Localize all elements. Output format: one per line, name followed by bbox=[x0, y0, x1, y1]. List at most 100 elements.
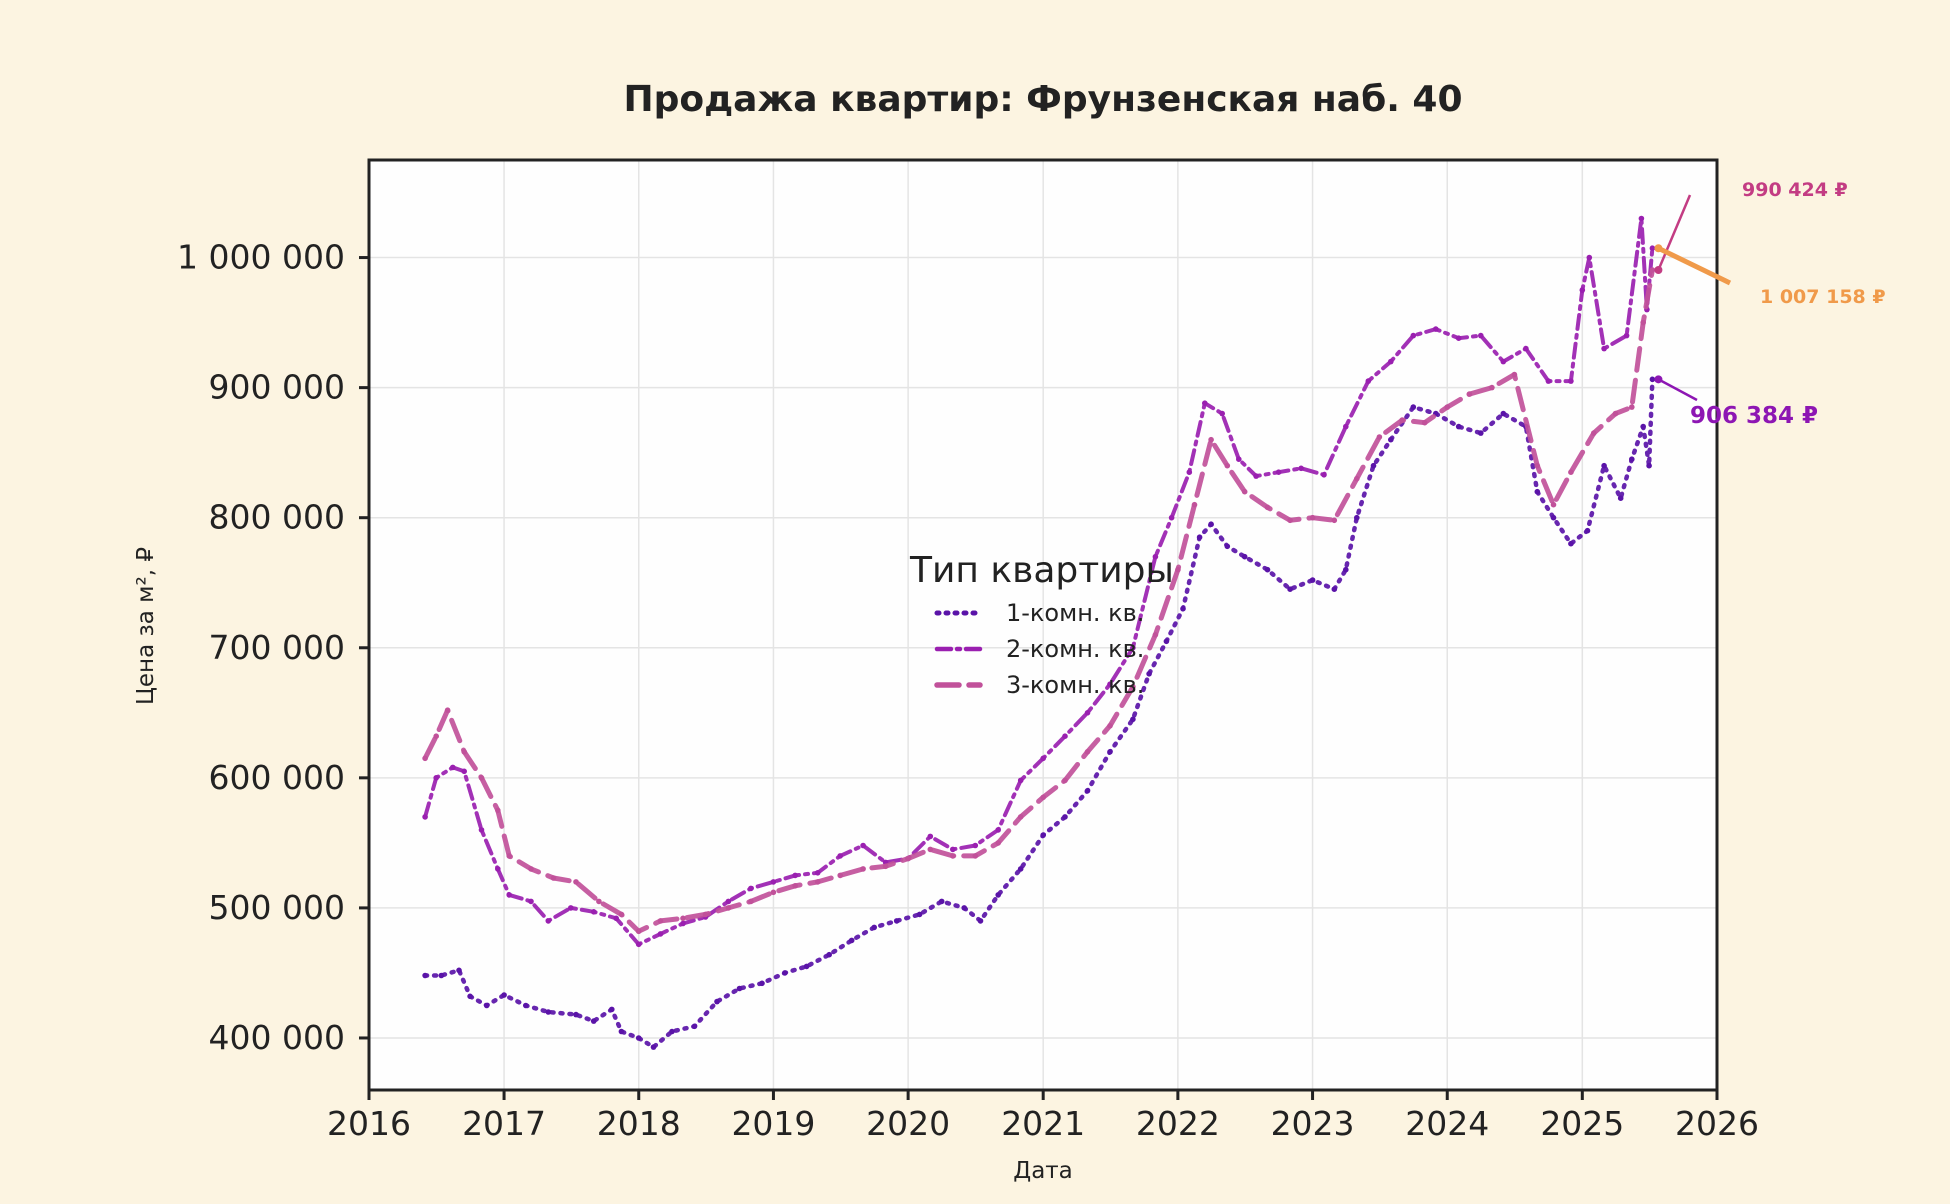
series-1-point bbox=[650, 1044, 657, 1050]
series-2-point bbox=[1500, 358, 1507, 365]
series-1-point bbox=[1534, 488, 1541, 495]
series-3-point bbox=[657, 918, 664, 924]
series-1-point bbox=[1163, 638, 1170, 645]
series-3-point bbox=[1062, 777, 1068, 784]
series-2-point bbox=[1523, 345, 1529, 352]
series-2-point bbox=[450, 764, 456, 771]
series-3-point bbox=[495, 807, 501, 814]
series-layer bbox=[422, 215, 1656, 1050]
series-3-point bbox=[882, 863, 889, 870]
series-2-point bbox=[1062, 733, 1068, 739]
series-2-point bbox=[1275, 469, 1282, 476]
series-1-point bbox=[456, 967, 462, 974]
series-3-point bbox=[444, 707, 451, 713]
series-2-point bbox=[1410, 332, 1417, 339]
series-1-point bbox=[1584, 527, 1591, 534]
series-3-point bbox=[792, 883, 798, 889]
series-3-point bbox=[1421, 419, 1428, 426]
series-3-point bbox=[1568, 469, 1574, 476]
series-3-point bbox=[550, 875, 557, 881]
series-2-point bbox=[1568, 378, 1574, 384]
series-3-point bbox=[618, 911, 625, 918]
series-1-point bbox=[467, 993, 473, 1000]
series-2-point bbox=[1623, 332, 1630, 339]
series-2-point bbox=[1433, 326, 1439, 332]
y-tick-label: 400 000 bbox=[209, 1018, 345, 1057]
series-1-point bbox=[1343, 566, 1349, 573]
x-tick-label: 2026 bbox=[1675, 1104, 1759, 1143]
series-1-point bbox=[736, 985, 743, 992]
series-1-point bbox=[1601, 462, 1607, 469]
series-2-point bbox=[495, 866, 501, 872]
series-3-point bbox=[702, 911, 709, 918]
series-3-point bbox=[1354, 475, 1360, 482]
series-2-point bbox=[635, 941, 642, 948]
series-3-point bbox=[1640, 319, 1646, 326]
series-3-point bbox=[1107, 723, 1113, 729]
series-3-point bbox=[573, 879, 579, 885]
annotation-arrowhead-1 bbox=[1654, 266, 1663, 275]
series-3-point bbox=[860, 866, 866, 872]
series-3-point bbox=[1287, 517, 1293, 524]
series-2-point bbox=[528, 898, 534, 905]
chart-title: Продажа квартир: Фрунзенская наб. 40 bbox=[623, 79, 1462, 120]
series-1-point bbox=[1354, 514, 1360, 521]
series-2-point bbox=[1601, 345, 1607, 352]
series-1-point bbox=[893, 918, 900, 924]
series-1-point bbox=[1388, 436, 1394, 443]
series-3-point bbox=[1084, 749, 1091, 755]
annotations: 990 424 ₽ 1 007 158 ₽ 906 384 ₽ bbox=[1654, 179, 1886, 429]
series-1-point bbox=[1500, 410, 1507, 417]
series-1-point bbox=[691, 1023, 698, 1030]
series-2-point bbox=[1168, 514, 1175, 521]
series-3-point bbox=[478, 775, 485, 781]
series-1-point bbox=[1180, 605, 1186, 612]
series-1-point bbox=[422, 972, 428, 979]
x-tick-label: 2020 bbox=[866, 1104, 950, 1143]
series-3-point bbox=[950, 853, 956, 859]
annotation-label-2: 1 007 158 ₽ bbox=[1760, 286, 1886, 308]
series-1-point bbox=[1084, 788, 1091, 794]
legend-label-1: 1-комн. кв. bbox=[1006, 599, 1144, 627]
series-2-point bbox=[1084, 710, 1091, 716]
series-3-point bbox=[748, 898, 754, 905]
series-3-point bbox=[1466, 391, 1473, 397]
x-tick-label: 2025 bbox=[1540, 1104, 1624, 1143]
series-1-point bbox=[1649, 376, 1656, 383]
series-2-point bbox=[1638, 215, 1645, 222]
series-1-point bbox=[573, 1011, 579, 1018]
series-1-point bbox=[1370, 462, 1377, 469]
series-2-point bbox=[1152, 553, 1159, 560]
series-2-point bbox=[1186, 469, 1193, 476]
series-2-point bbox=[613, 915, 619, 922]
series-1-point bbox=[961, 905, 967, 911]
annotation-label-3: 906 384 ₽ bbox=[1690, 403, 1818, 429]
series-3-point bbox=[422, 755, 428, 762]
series-2-point bbox=[1343, 423, 1349, 430]
x-tick-label: 2021 bbox=[1001, 1104, 1085, 1143]
series-3-point bbox=[1612, 410, 1619, 417]
series-3-point bbox=[461, 749, 468, 755]
series-2-point bbox=[814, 870, 821, 876]
series-3-point bbox=[1130, 684, 1136, 690]
series-3-point bbox=[1376, 434, 1383, 440]
series-2-point bbox=[972, 842, 979, 849]
annotation-arrow-1 bbox=[1657, 194, 1692, 271]
series-3-point bbox=[814, 879, 821, 885]
x-tick-label: 2019 bbox=[731, 1104, 815, 1143]
series-3-point bbox=[506, 853, 512, 859]
series-3-point bbox=[1241, 488, 1248, 495]
series-1-point bbox=[1224, 543, 1231, 550]
series-1-point bbox=[1062, 814, 1068, 820]
annotation-arrow-2 bbox=[1657, 245, 1732, 286]
series-1-point bbox=[1264, 566, 1271, 573]
y-tick-label: 500 000 bbox=[209, 888, 345, 927]
series-3-point bbox=[1331, 517, 1338, 524]
series-2-point bbox=[478, 827, 485, 833]
series-2-point bbox=[1219, 410, 1225, 417]
series-1-point bbox=[803, 963, 810, 970]
series-2-point bbox=[1040, 755, 1046, 762]
series-3-point bbox=[1224, 462, 1231, 469]
annotation-arrowhead-2 bbox=[1654, 244, 1663, 253]
